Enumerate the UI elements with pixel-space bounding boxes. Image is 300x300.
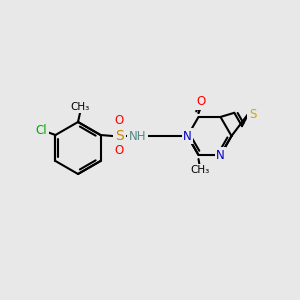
Text: S: S — [115, 129, 124, 143]
Text: N: N — [183, 130, 192, 142]
Text: N: N — [183, 130, 192, 142]
Text: O: O — [196, 95, 205, 108]
Text: O: O — [114, 115, 123, 128]
Text: O: O — [114, 145, 123, 158]
Text: N: N — [216, 148, 225, 162]
Text: S: S — [249, 108, 256, 121]
Text: CH₃: CH₃ — [70, 102, 90, 112]
Text: N: N — [216, 148, 225, 162]
Text: CH₃: CH₃ — [190, 165, 209, 175]
Text: NH: NH — [129, 130, 146, 142]
Text: Cl: Cl — [36, 124, 47, 136]
